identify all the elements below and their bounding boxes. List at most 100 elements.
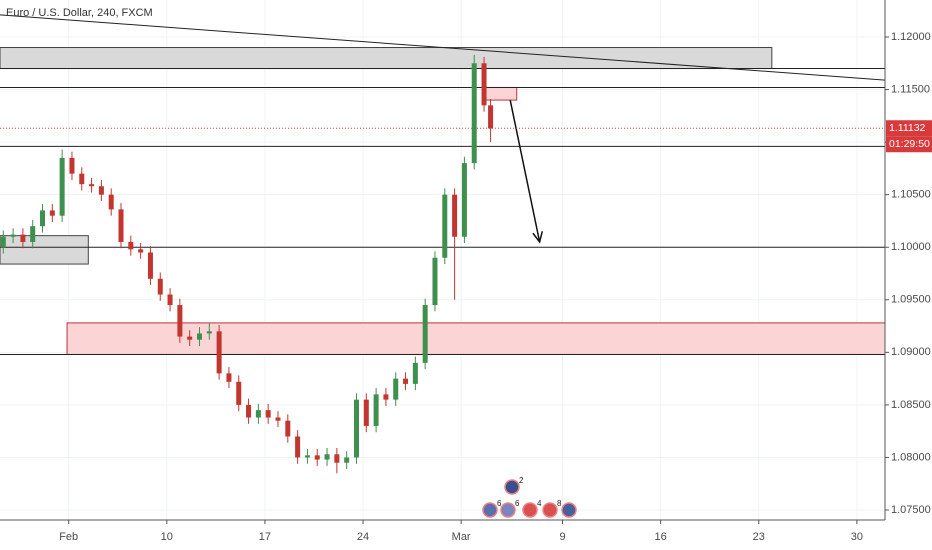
zone (66, 322, 886, 355)
y-tick-label: 1.07500 (891, 504, 931, 516)
candles (0, 54, 494, 474)
y-tick-label: 1.10000 (891, 241, 931, 253)
candle-body (59, 157, 65, 216)
candle-body (324, 454, 330, 460)
candle-body (393, 378, 399, 400)
event-icon (482, 502, 498, 518)
y-tick-label: 1.09500 (891, 294, 931, 306)
y-tick-label: 1.08000 (891, 451, 931, 463)
candle-body (20, 234, 26, 242)
x-tick-label: Feb (59, 531, 78, 543)
candle-body (275, 417, 281, 421)
candle-body (412, 362, 418, 384)
candle-body (236, 381, 242, 405)
candle-body (265, 410, 271, 418)
chart-title: Euro / U.S. Dollar, 240, FXCM (6, 7, 153, 19)
candle-body (197, 333, 203, 340)
candle-body (177, 305, 183, 337)
x-tick-label: 16 (655, 531, 667, 543)
candle-body (373, 394, 379, 426)
candle-body (108, 194, 114, 210)
candle-body (118, 209, 124, 242)
zone (0, 235, 89, 265)
event-icon (522, 502, 538, 518)
countdown-tag (886, 136, 932, 153)
candle-body (79, 173, 85, 185)
candle-body (442, 194, 448, 258)
drawings (0, 14, 886, 355)
x-tick-label: 30 (851, 531, 863, 543)
last-price-tag (886, 120, 932, 137)
candle-body (226, 373, 232, 382)
candle-body (147, 252, 153, 279)
candle-body (216, 331, 222, 374)
candle-body (40, 210, 46, 227)
candle-body (49, 210, 55, 216)
arrow-line (509, 99, 541, 243)
candle-body (334, 454, 340, 463)
candle-body (363, 399, 369, 426)
candle-body (383, 394, 389, 400)
event-icon (542, 502, 558, 518)
event-count: 4 (537, 499, 542, 508)
candle-body (206, 331, 212, 334)
zone (483, 86, 518, 101)
event-icon (504, 479, 520, 495)
arrow-head (532, 231, 544, 244)
trendline (0, 14, 886, 81)
candle-body (69, 157, 75, 174)
y-tick-label: 1.12000 (891, 31, 931, 43)
price-axis-bg (885, 0, 932, 550)
candle-body (353, 399, 359, 458)
time-axis-bg (0, 520, 932, 550)
candle-body (167, 294, 173, 306)
candle-body (488, 105, 494, 129)
y-tick-label: 1.09000 (891, 346, 931, 358)
candle-body (285, 420, 291, 437)
event-icon (561, 502, 577, 518)
event-icon (500, 502, 516, 518)
x-tick-label: 17 (259, 531, 271, 543)
x-tick-label: 23 (753, 531, 765, 543)
candle-body (255, 410, 261, 418)
candle-body (98, 186, 104, 195)
candle-body (30, 226, 36, 242)
y-tick-label: 1.10500 (891, 189, 931, 201)
candle-body (432, 257, 438, 306)
candle-body (304, 455, 310, 458)
candle-body (422, 305, 428, 363)
candle-body (89, 184, 95, 187)
x-tick-label: 10 (161, 531, 173, 543)
candle-body (314, 455, 320, 460)
candle-body (187, 336, 193, 340)
candle-body (471, 63, 477, 164)
countdown-label: 01:29:50 (889, 138, 930, 150)
candle-body (344, 457, 350, 463)
x-tick-label: Mar (452, 531, 471, 543)
last-price-label: 1.11132 (889, 122, 926, 134)
candle-body (10, 234, 16, 237)
y-tick-label: 1.11500 (891, 83, 930, 95)
candle-body (461, 163, 467, 237)
zone (0, 47, 773, 70)
candle-body (128, 241, 134, 250)
candle-body (452, 194, 458, 237)
event-count: 2 (519, 476, 524, 485)
candle-body (246, 404, 252, 418)
candle-body (0, 236, 6, 248)
event-count: 6 (515, 499, 520, 508)
event-count: 6 (497, 499, 502, 508)
candle-body (138, 249, 144, 253)
y-tick-label: 1.08500 (891, 399, 931, 411)
candle-body (157, 278, 163, 295)
x-tick-label: 24 (357, 531, 369, 543)
event-count: 8 (557, 499, 562, 508)
x-tick-label: 9 (559, 531, 565, 543)
candle-body (481, 63, 487, 106)
candle-body (403, 378, 409, 384)
candle-body (295, 436, 301, 458)
